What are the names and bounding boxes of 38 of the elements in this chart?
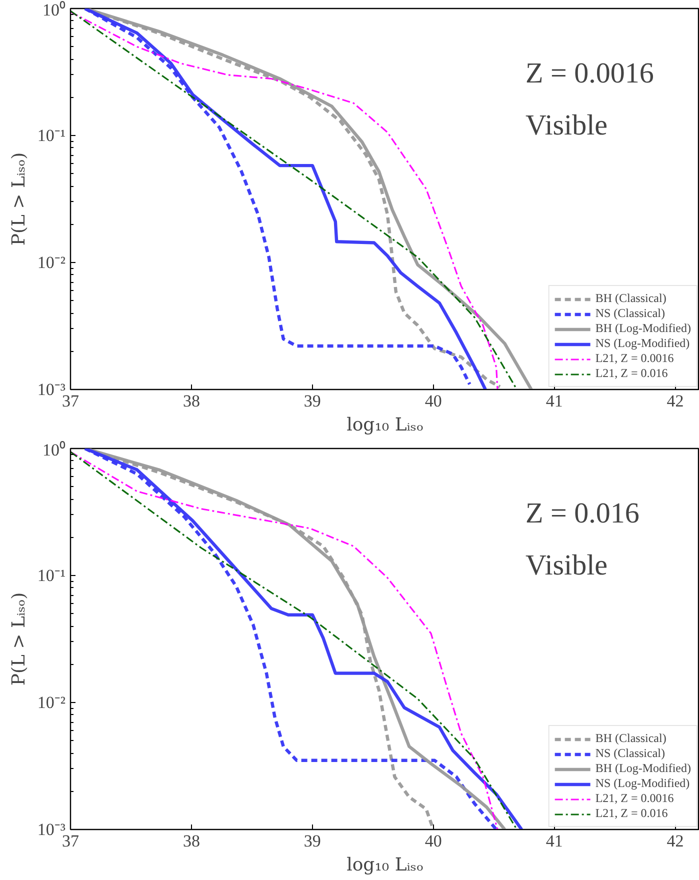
x-tick-label: 37	[62, 832, 80, 850]
annotation: Z = 0.016	[526, 498, 640, 530]
legend-label: NS (Classical)	[595, 746, 665, 761]
legend-label: NS (Classical)	[595, 306, 665, 321]
y-axis-title: P(L > Lᵢₛₒ)	[8, 152, 30, 246]
x-axis-title: log₁₀ Lᵢₛₒ	[346, 414, 424, 436]
legend-label: BH (Log-Modified)	[595, 321, 691, 336]
x-tick-label: 40	[424, 832, 442, 850]
legend-label: NS (Log-Modified)	[595, 776, 690, 791]
annotation: Visible	[526, 550, 608, 582]
x-tick-label: 42	[666, 392, 684, 410]
legend-label: L21, Z = 0.0016	[595, 791, 674, 806]
y-axis-title: P(L > Lᵢₛₒ)	[8, 592, 30, 686]
x-tick-label: 39	[304, 832, 321, 850]
legend-label: BH (Classical)	[595, 731, 666, 746]
y-tick-label: 10⁰	[42, 0, 66, 20]
legend-label: BH (Classical)	[595, 291, 666, 306]
legend-label: L21, Z = 0.016	[595, 366, 668, 381]
legend-label: BH (Log-Modified)	[595, 761, 691, 776]
legend-label: L21, Z = 0.016	[595, 806, 668, 821]
x-tick-label: 39	[304, 392, 321, 410]
x-tick-label: 42	[666, 832, 684, 850]
y-tick-label: 10⁻¹	[37, 566, 66, 585]
legend-label: NS (Log-Modified)	[595, 336, 690, 351]
y-tick-label: 10⁻¹	[37, 126, 66, 145]
y-tick-label: 10⁻²	[37, 693, 66, 712]
legend-label: L21, Z = 0.0016	[595, 351, 674, 366]
x-tick-label: 40	[424, 392, 442, 410]
x-tick-label: 37	[62, 392, 80, 410]
annotation: Visible	[526, 110, 608, 142]
x-axis-title: log₁₀ Lᵢₛₒ	[346, 854, 424, 876]
x-tick-label: 38	[182, 392, 200, 410]
annotation: Z = 0.0016	[526, 58, 654, 90]
y-tick-label: 10⁻²	[37, 253, 66, 272]
x-tick-label: 41	[546, 832, 563, 850]
x-tick-label: 41	[546, 392, 563, 410]
y-tick-label: 10⁰	[42, 440, 66, 460]
x-tick-label: 38	[182, 832, 200, 850]
